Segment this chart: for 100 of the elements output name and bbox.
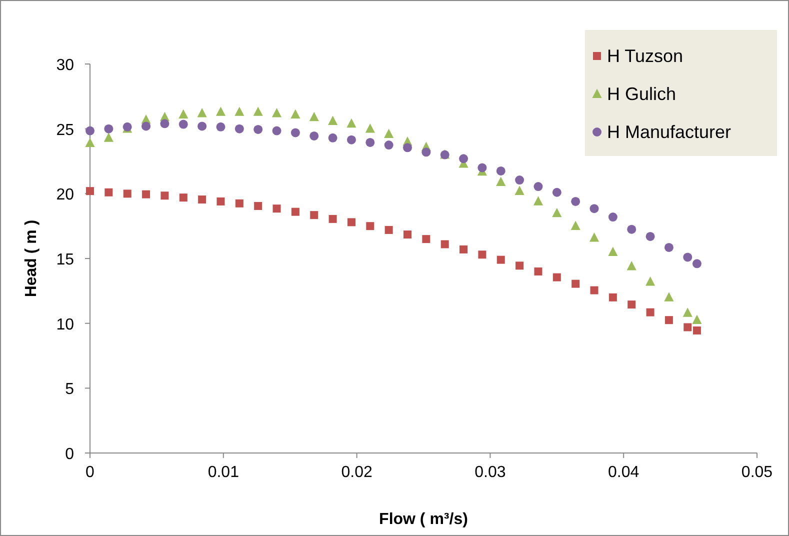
point	[422, 148, 431, 157]
point	[646, 308, 654, 316]
y-tick-label: 5	[65, 381, 74, 398]
point	[179, 194, 188, 202]
y-tick-label: 0	[65, 446, 74, 463]
point	[682, 308, 692, 317]
x-tick-label: 0.05	[741, 464, 773, 481]
point	[365, 124, 375, 133]
y-tick-label: 20	[56, 186, 74, 204]
point	[328, 214, 337, 223]
point	[478, 163, 487, 172]
point	[290, 109, 300, 119]
point	[692, 314, 702, 324]
point	[628, 300, 636, 309]
point	[104, 132, 114, 142]
point	[198, 196, 206, 204]
legend-label: H Manufacturer	[607, 122, 732, 142]
point	[328, 116, 338, 126]
x-tick-label: 0	[86, 464, 95, 481]
point	[664, 292, 674, 302]
point	[608, 293, 617, 302]
point	[684, 323, 692, 332]
x-tick-label: 0.01	[208, 464, 240, 481]
point	[290, 128, 300, 138]
point	[86, 126, 94, 136]
point	[272, 204, 281, 213]
point	[514, 186, 524, 196]
point	[590, 286, 598, 294]
point	[216, 122, 226, 132]
point	[346, 118, 356, 128]
point	[104, 124, 114, 134]
point	[496, 176, 506, 186]
y-axis-title: Head ( m )	[23, 220, 40, 298]
x-tick-label: 0.03	[474, 464, 506, 481]
point	[347, 218, 356, 226]
point	[552, 273, 561, 282]
y-tick-label: 10	[56, 316, 74, 334]
point	[104, 188, 113, 196]
point	[160, 119, 170, 128]
point	[234, 106, 244, 116]
point	[384, 226, 393, 234]
point	[664, 242, 674, 252]
point	[235, 199, 244, 208]
point	[570, 220, 580, 230]
point	[253, 106, 263, 116]
legend-label: H Gulich	[607, 84, 676, 104]
point	[692, 326, 701, 334]
point	[291, 208, 300, 216]
point	[178, 120, 188, 129]
legend-label: H Tuzson	[607, 46, 684, 66]
y-tick-label: 30	[56, 57, 74, 74]
point	[422, 235, 430, 244]
point	[664, 316, 673, 324]
point	[552, 188, 562, 197]
point	[142, 190, 150, 198]
point	[478, 250, 486, 259]
point	[692, 259, 702, 268]
x-axis-title: Flow ( m³/s)	[379, 511, 468, 528]
point	[403, 230, 412, 239]
point	[627, 224, 636, 234]
point	[496, 166, 506, 176]
point	[384, 140, 394, 150]
point	[310, 211, 318, 220]
point	[626, 261, 636, 270]
point	[533, 196, 544, 206]
point	[142, 122, 151, 131]
point	[534, 267, 542, 276]
y-tick-label: 15	[56, 252, 74, 268]
point	[460, 245, 468, 254]
point	[123, 190, 132, 198]
point	[459, 154, 468, 164]
point	[552, 208, 562, 218]
point	[328, 133, 338, 142]
point	[272, 126, 282, 136]
point	[178, 109, 188, 119]
point	[608, 246, 618, 256]
point	[534, 182, 543, 192]
point	[571, 196, 580, 206]
point	[440, 240, 449, 248]
point	[515, 176, 524, 185]
point	[346, 135, 356, 144]
point	[216, 197, 225, 206]
point	[310, 131, 319, 140]
point	[160, 192, 169, 200]
y-tick-label: 25	[56, 122, 74, 139]
x-tick-label: 0.04	[608, 464, 640, 481]
point	[254, 124, 263, 134]
point	[272, 108, 282, 118]
point	[590, 204, 599, 214]
x-tick-label: 0.02	[341, 464, 372, 481]
point	[86, 187, 94, 196]
point	[572, 280, 580, 288]
point	[646, 232, 655, 241]
point	[366, 138, 375, 147]
point	[645, 276, 656, 286]
point	[85, 138, 95, 148]
point	[384, 128, 394, 138]
point	[496, 256, 505, 264]
point	[309, 112, 319, 122]
point	[198, 122, 207, 131]
